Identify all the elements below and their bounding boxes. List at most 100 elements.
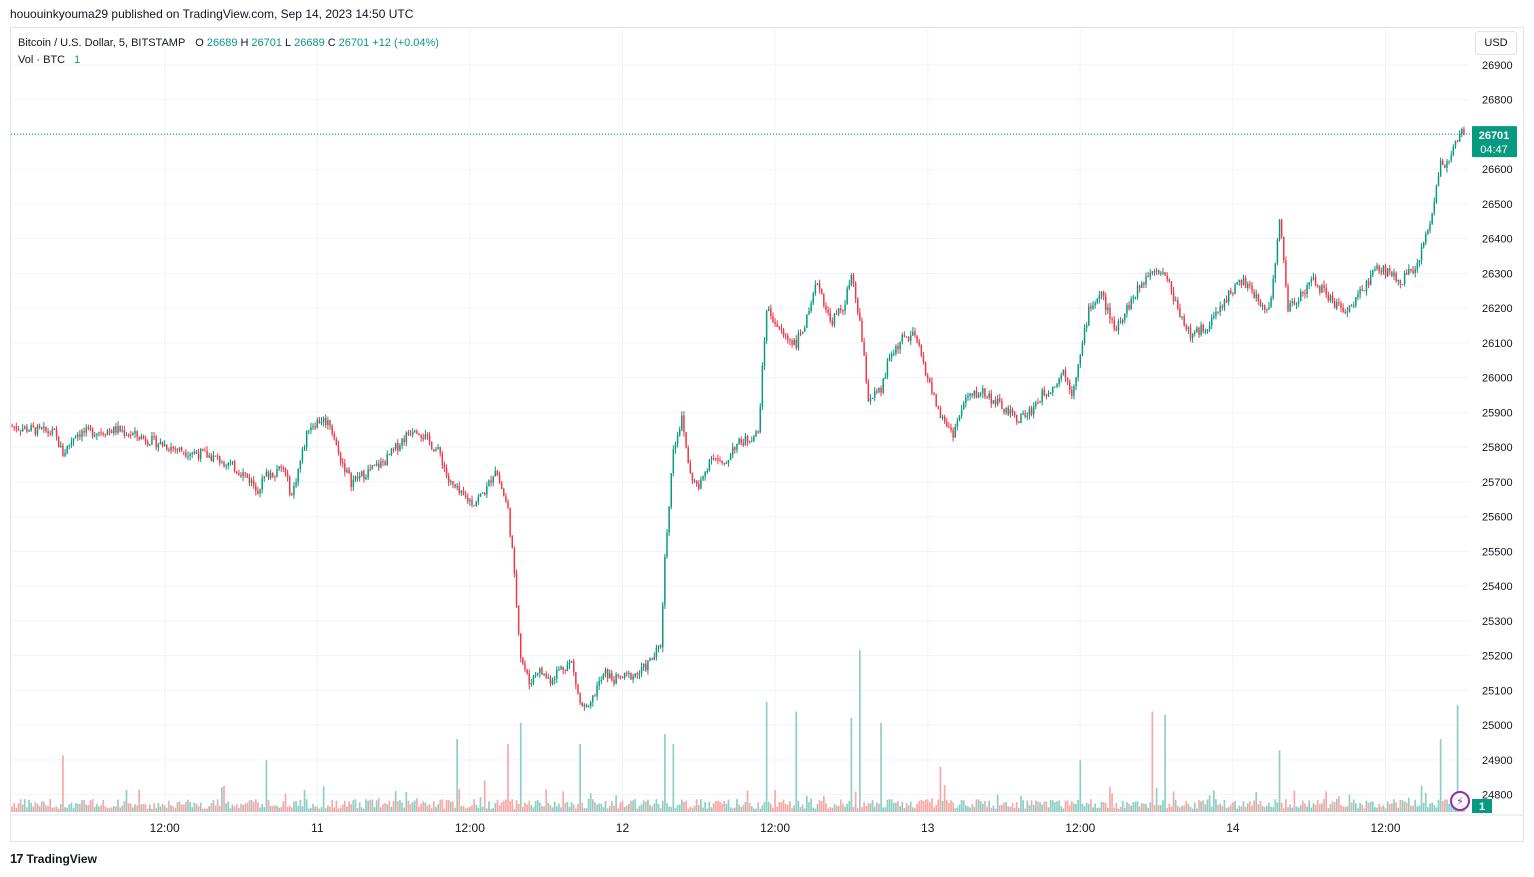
candle-body — [835, 313, 838, 315]
x-tick-label: 12:00 — [1371, 821, 1401, 835]
candle-body — [1386, 268, 1389, 277]
volume-bar — [363, 808, 365, 812]
candle-body — [1013, 412, 1016, 416]
volume-bar — [106, 808, 109, 812]
volume-bar — [371, 799, 374, 812]
volume-bar — [384, 803, 386, 812]
candle-body — [1009, 409, 1012, 415]
volume-bar — [697, 805, 700, 812]
volume-bar — [642, 800, 645, 812]
candle-body — [517, 605, 520, 635]
volume-bar — [914, 808, 916, 812]
candle-body — [905, 336, 908, 338]
volume-bar — [524, 802, 526, 812]
candle-body — [886, 360, 889, 377]
candle-body — [1164, 272, 1166, 276]
volume-bar — [348, 801, 350, 812]
volume-bar — [619, 802, 622, 812]
volume-bar — [507, 743, 509, 812]
volume-bar — [346, 806, 348, 812]
volume-bar — [1420, 785, 1423, 812]
candle-body — [844, 304, 846, 312]
candle-body — [678, 429, 681, 436]
volume-bar — [66, 807, 69, 812]
candle-body — [437, 447, 439, 450]
candle-body — [1321, 285, 1323, 293]
candle-body — [204, 450, 206, 452]
volume-bar — [396, 801, 399, 812]
volume-bar — [1361, 804, 1364, 812]
volume-bar — [394, 791, 397, 812]
candle-body — [293, 485, 295, 496]
volume-bar — [227, 801, 230, 812]
volume-bar — [310, 807, 312, 812]
candle-body — [445, 468, 448, 476]
candle-body — [1340, 303, 1342, 308]
candle-body — [327, 420, 329, 426]
candle-body — [157, 444, 160, 448]
candle-body — [68, 444, 71, 446]
candle-body — [1130, 298, 1132, 310]
volume-bar — [1081, 803, 1084, 812]
volume-badge — [1472, 799, 1492, 813]
candle-body — [664, 556, 666, 605]
volume-bar — [727, 799, 730, 812]
candle-body — [43, 426, 45, 429]
volume-bar — [1369, 801, 1372, 812]
volume-bar — [405, 792, 408, 812]
volume-bar — [555, 806, 558, 812]
volume-bar — [1274, 799, 1277, 812]
candle-body — [89, 427, 92, 430]
tradingview-logo[interactable]: 17 TradingView — [10, 851, 97, 866]
volume-bar — [761, 805, 764, 812]
candle-body — [274, 476, 276, 478]
candle-body — [621, 677, 624, 679]
volume-bar — [517, 803, 520, 812]
candle-body — [81, 430, 83, 437]
candle-body — [1090, 306, 1092, 309]
x-tick-label: 12:00 — [150, 821, 180, 835]
candle-body — [1418, 260, 1421, 263]
volume-bar — [1049, 800, 1052, 812]
volume-bar — [1439, 739, 1442, 812]
candle-body — [1181, 316, 1183, 318]
candle-body — [1092, 305, 1094, 309]
candle-body — [545, 673, 547, 678]
volume-bar — [1064, 800, 1067, 812]
chart-frame[interactable] — [10, 27, 1524, 842]
symbol-name[interactable]: Bitcoin / U.S. Dollar, 5, BITSTAMP — [18, 37, 186, 49]
volume-bar — [1104, 802, 1107, 812]
volume-bar — [1111, 793, 1113, 812]
volume-bar — [248, 800, 251, 812]
volume-bar — [1200, 801, 1202, 812]
volume-bar — [608, 805, 611, 812]
candle-body — [411, 432, 414, 435]
candle-body — [140, 436, 143, 440]
candle-body — [774, 322, 776, 325]
volume-bar — [795, 711, 798, 812]
volume-bar — [1132, 802, 1135, 812]
candle-body — [138, 436, 140, 440]
candle-body — [1160, 273, 1162, 275]
volume-bar — [873, 806, 876, 812]
lightning-icon[interactable]: ⚡ — [1450, 791, 1470, 811]
volume-bar — [744, 801, 747, 812]
candle-body — [310, 427, 312, 431]
volume-bar — [1140, 803, 1143, 812]
candle-body — [367, 469, 369, 478]
volume-bar — [43, 801, 45, 812]
volume-bar — [526, 804, 528, 812]
volume-label[interactable]: Vol · BTC — [18, 54, 66, 66]
candle-body — [443, 465, 446, 469]
candle-body — [1015, 415, 1018, 422]
candle-body — [931, 381, 933, 394]
volume-bar — [536, 799, 539, 812]
candle-body — [1327, 294, 1330, 301]
volume-bar — [1043, 801, 1046, 812]
volume-bar — [572, 804, 575, 812]
currency-button[interactable]: USD — [1475, 31, 1517, 55]
close-value: 26701 — [338, 37, 370, 49]
volume-bar — [926, 799, 929, 812]
volume-bar — [117, 799, 119, 812]
